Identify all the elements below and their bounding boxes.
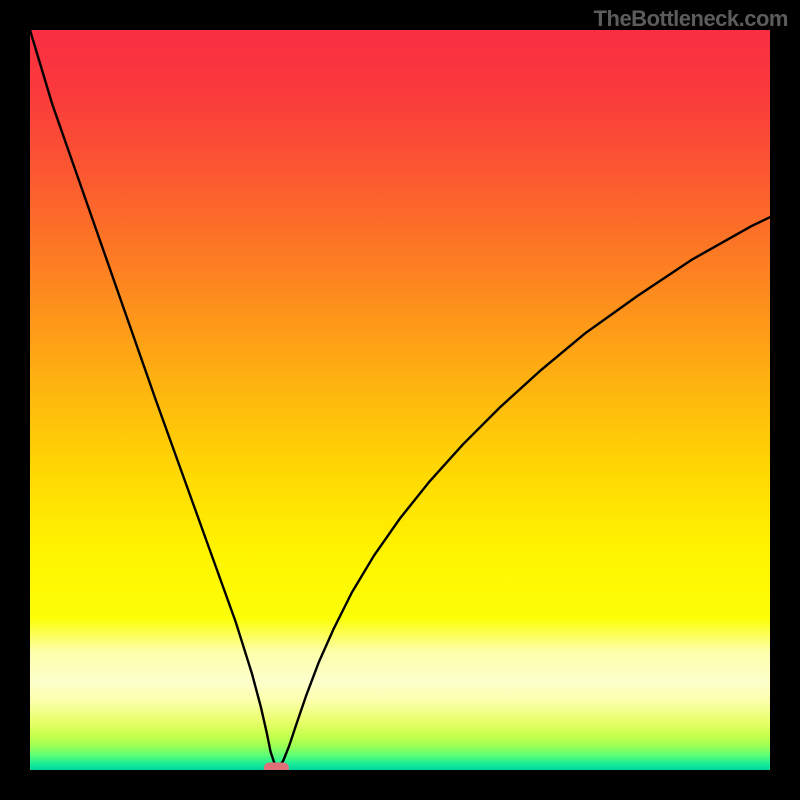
bottleneck-chart — [0, 0, 800, 800]
watermark-text: TheBottleneck.com — [594, 6, 788, 32]
frame-border — [0, 0, 30, 800]
chart-background — [30, 30, 770, 770]
frame-border — [770, 0, 800, 800]
frame-border — [0, 770, 800, 800]
chart-container: TheBottleneck.com — [0, 0, 800, 800]
